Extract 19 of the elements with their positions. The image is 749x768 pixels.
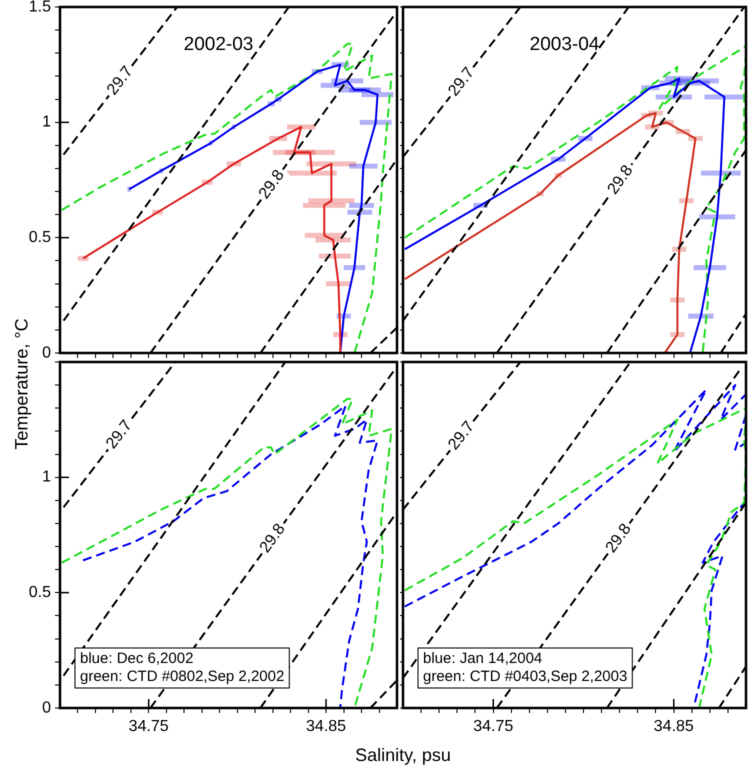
text: 2003-04 [530, 34, 600, 56]
annotation: blue: Dec 6,2002 [80, 650, 194, 668]
y-tick-label: 0 [42, 344, 52, 362]
y-tick-label: 1 [42, 468, 52, 486]
y-axis-title: Temperature, °C [12, 318, 32, 450]
x-tick-label: 34.75 [473, 718, 514, 736]
annotation: blue: Jan 14,2004 [423, 650, 542, 668]
annotation: green: CTD #0802,Sep 2,2002 [80, 668, 284, 686]
y-tick-label: 0.5 [28, 229, 52, 246]
y-tick-label: 1 [42, 114, 52, 131]
text: 2002-03 [184, 34, 254, 56]
y-tick-label: 0.5 [28, 584, 52, 602]
x-tick-label: 34.85 [306, 718, 346, 736]
x-tick-label: 34.75 [128, 718, 169, 736]
y-tick-label: 1.5 [28, 0, 52, 16]
annotation: green: CTD #0403,Sep 2,2003 [423, 668, 628, 686]
x-tick-label: 34.85 [654, 718, 694, 736]
x-axis-title: Salinity, psu [355, 745, 451, 766]
y-tick-label: 0 [42, 699, 52, 716]
